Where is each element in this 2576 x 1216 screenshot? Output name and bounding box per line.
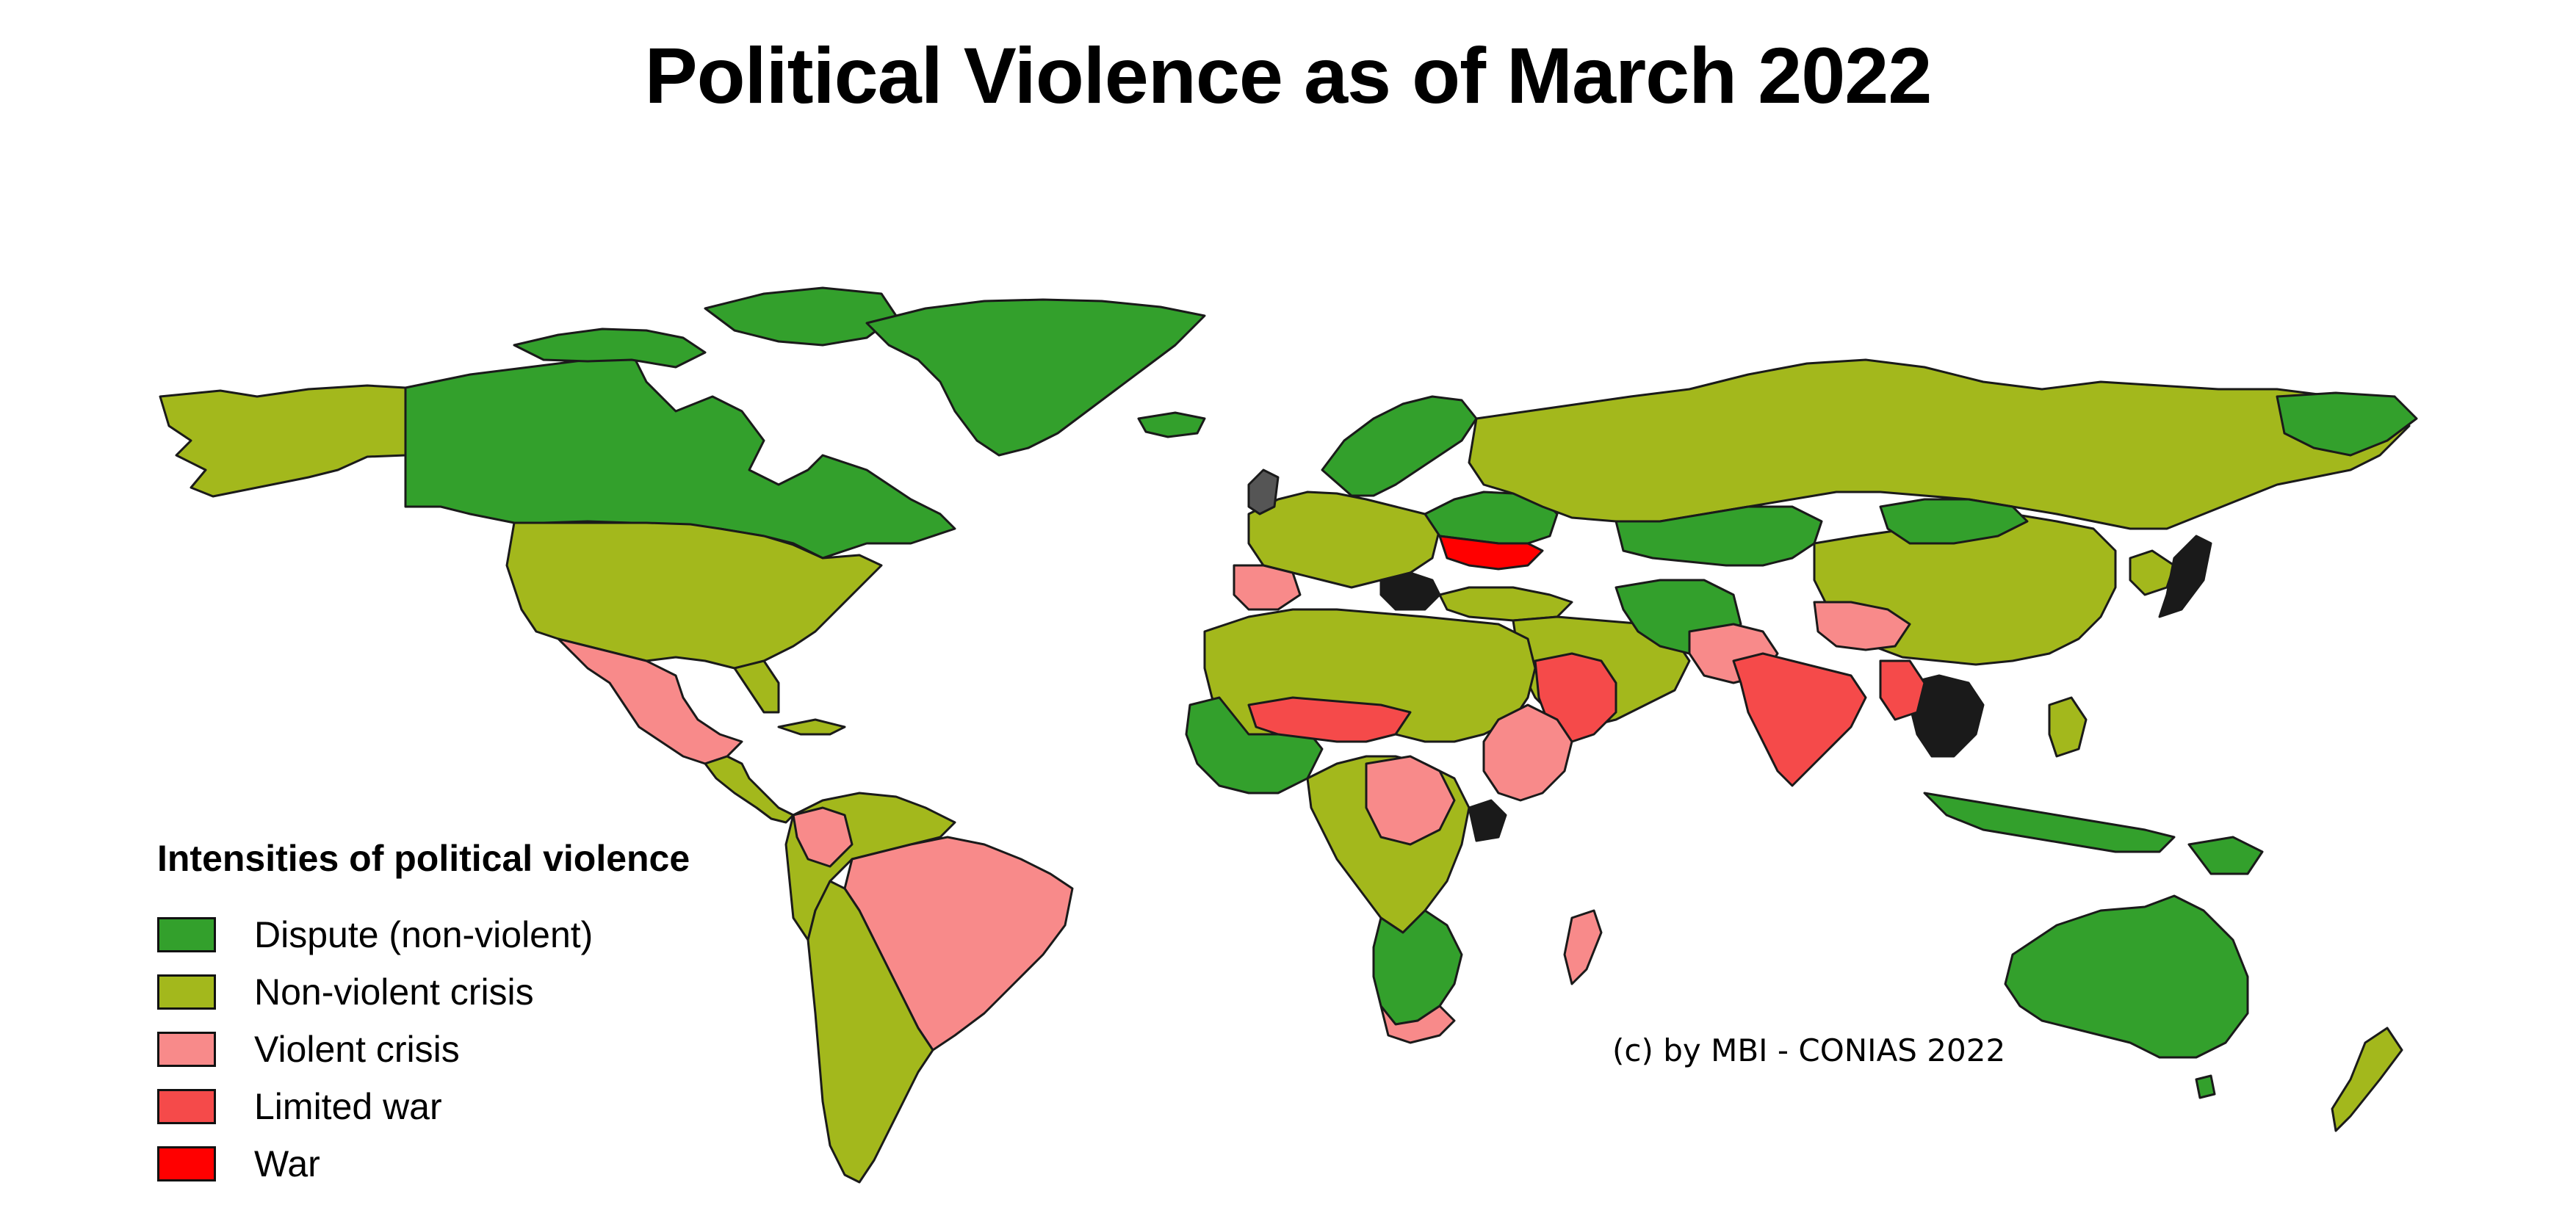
region-scandinavia — [1321, 395, 1478, 497]
region-turkey — [1438, 586, 1573, 622]
region-usa — [505, 521, 883, 670]
region-canada-arctic-2 — [704, 286, 898, 347]
region-canada-arctic — [513, 327, 707, 369]
region-ukraine — [1438, 535, 1544, 571]
legend-item: Limited war — [157, 1078, 690, 1135]
region-colombia — [792, 806, 854, 868]
region-new-zealand — [2331, 1027, 2403, 1132]
region-sahel — [1247, 696, 1412, 743]
legend-label: Violent crisis — [254, 1029, 460, 1070]
legend-label: War — [254, 1143, 320, 1184]
legend-title: Intensities of political violence — [157, 838, 690, 879]
region-korea-japan — [2129, 549, 2176, 596]
legend-swatch — [157, 1089, 216, 1124]
legend-label: Non-violent crisis — [254, 971, 534, 1013]
map-legend: Intensities of political violence Disput… — [157, 837, 690, 1193]
region-india — [1732, 652, 1867, 787]
legend-swatch — [157, 1146, 216, 1181]
region-russia-east — [2276, 391, 2418, 457]
legend-swatch — [157, 1032, 216, 1067]
legend-item: Dispute (non-violent) — [157, 906, 690, 963]
region-central-america — [704, 755, 795, 824]
legend-item: War — [157, 1135, 690, 1193]
region-great-lakes — [1468, 799, 1507, 842]
region-greenland — [865, 298, 1206, 457]
legend-label: Dispute (non-violent) — [254, 914, 594, 955]
region-philippines — [2048, 696, 2088, 758]
map-title: Political Violence as of March 2022 — [644, 31, 1933, 120]
region-andes — [807, 880, 934, 1184]
region-iberia — [1233, 564, 1302, 611]
legend-item: Non-violent crisis — [157, 963, 690, 1021]
copyright-credit: (c) by MBI - CONIAS 2022 — [1612, 1032, 2006, 1068]
region-south-africa — [1379, 1005, 1456, 1044]
region-australia — [2004, 894, 2249, 1059]
region-myanmar — [1879, 659, 1926, 721]
region-southeast-asia — [1908, 674, 1985, 758]
region-caribbean — [777, 718, 846, 736]
region-japan — [2158, 535, 2212, 618]
region-alaska — [159, 384, 407, 498]
region-mongolia — [1879, 498, 2029, 545]
region-kazakhstan — [1614, 505, 1823, 567]
legend-label: Limited war — [254, 1086, 442, 1127]
region-tasmania — [2195, 1074, 2216, 1099]
region-papua — [2187, 836, 2264, 875]
region-southern-africa — [1372, 909, 1463, 1026]
legend-item: Violent crisis — [157, 1021, 690, 1078]
region-madagascar — [1563, 909, 1603, 985]
region-indonesia — [1923, 792, 2176, 853]
region-iceland — [1137, 411, 1206, 438]
region-uk — [1247, 468, 1280, 515]
region-florida — [733, 659, 780, 714]
legend-swatch — [157, 974, 216, 1010]
region-balkans — [1379, 571, 1441, 611]
legend-swatch — [157, 917, 216, 952]
region-east-africa — [1482, 703, 1573, 802]
region-tibet — [1813, 601, 1911, 651]
region-drc — [1365, 755, 1456, 846]
